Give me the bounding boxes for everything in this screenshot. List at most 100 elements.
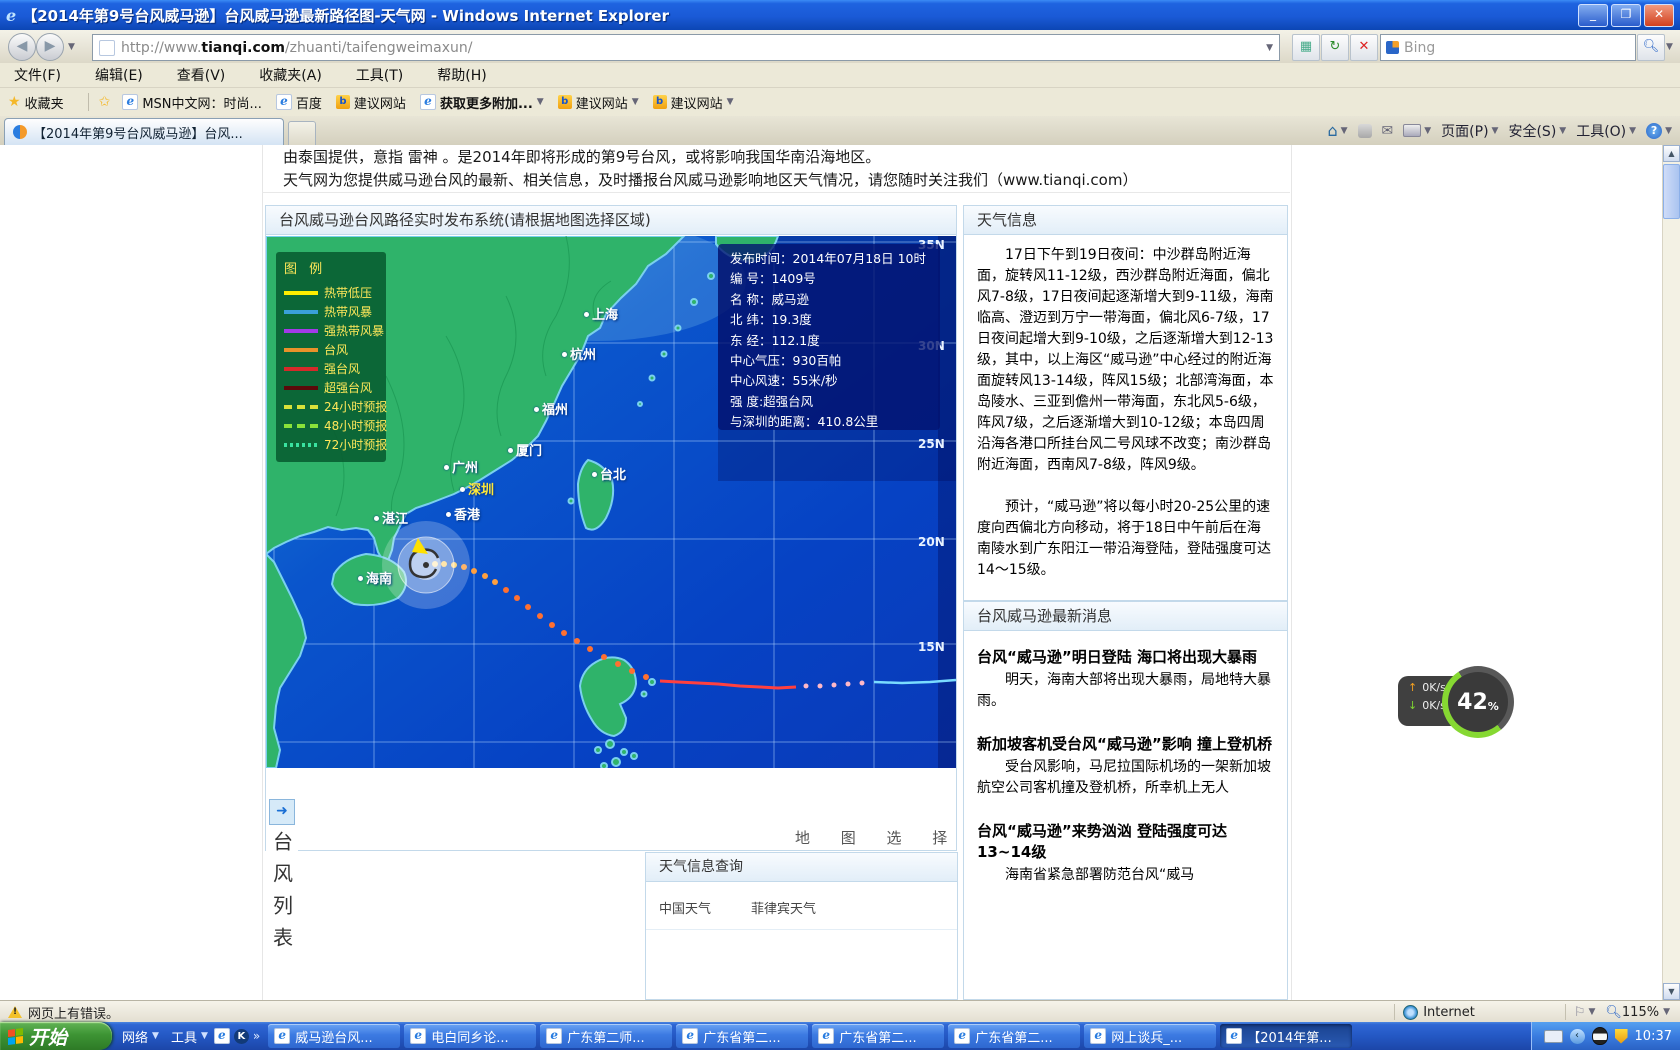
scroll-up-button[interactable]: ▲ <box>1663 145 1680 162</box>
search-dropdown-icon[interactable]: ▼ <box>1666 42 1673 52</box>
mail-icon[interactable]: ✉ <box>1381 122 1394 139</box>
taskbar-button[interactable]: e 广东省第二... <box>812 1024 945 1048</box>
legend-item: 热带低压 <box>284 283 380 302</box>
taskbar-button[interactable]: e 广东第二师... <box>540 1024 673 1048</box>
intro-line-2: 天气网为您提供威马逊台风的最新、相关信息，及时播报台风威马逊影响地区天气情况，请… <box>283 171 1138 189</box>
protected-mode-icon[interactable]: ⚐ <box>1573 1004 1586 1020</box>
info-publish-time: 发布时间：2014年07月18日 10时 <box>730 251 927 266</box>
quicklaunch-overflow-chevron[interactable]: » <box>252 1029 261 1043</box>
menu-favorites[interactable]: 收藏夹(A) <box>259 68 322 84</box>
safety-menu[interactable]: 安全(S) ▼ <box>1508 123 1567 140</box>
menu-tools[interactable]: 工具(T) <box>355 68 404 84</box>
chevron-down-icon[interactable]: ▼ <box>1663 1007 1670 1017</box>
favbar-item-baidu[interactable]: e 百度 <box>275 93 322 112</box>
collapse-chevron-icon[interactable]: ‹ <box>1569 1028 1585 1044</box>
typhoon-list-toggle[interactable]: ➜ 台风列表 <box>266 797 298 969</box>
taskbar-button[interactable]: e 威马逊台风... <box>268 1024 401 1048</box>
weather-paragraph-1: 17日下午到19日夜间：中沙群岛附近海面，旋转风11-12级，西沙群岛附近海面，… <box>977 247 1274 473</box>
legend-title: 图 例 <box>284 262 327 277</box>
url-field[interactable]: http://www.tianqi.com/zhuanti/taifengwei… <box>92 34 1280 61</box>
legend-item: 超强台风 <box>284 378 380 397</box>
speed-ball[interactable]: 42 % <box>1442 666 1514 738</box>
menu-view[interactable]: 查看(V) <box>176 68 226 84</box>
map-legend: 图 例 热带低压 热带风暴 强热带风暴 台风 强台风 超强台风 24小时预报 4… <box>276 252 387 462</box>
link-china-weather[interactable]: 中国天气 <box>659 902 712 917</box>
forward-button[interactable]: ▶ <box>36 33 64 61</box>
search-placeholder: Bing <box>1404 39 1436 56</box>
taskbar-button[interactable]: e 广东省第二... <box>676 1024 809 1048</box>
taskbar-button[interactable]: e 电白同乡论... <box>404 1024 537 1048</box>
url-domain: tianqi.com <box>201 39 285 56</box>
link-philippines-weather[interactable]: 菲律宾天气 <box>751 902 817 917</box>
page-favicon <box>99 39 115 56</box>
chevron-down-icon[interactable]: ▼ <box>1588 1007 1596 1017</box>
favbar-item-suggested-2[interactable]: b 建议网站 ▼ <box>557 93 639 112</box>
taskbar-button-active[interactable]: e 【2014年第... <box>1220 1024 1353 1048</box>
ie-quicklaunch-icon[interactable]: e <box>213 1028 230 1044</box>
menu-edit[interactable]: 编辑(E) <box>94 68 143 84</box>
zoom-level[interactable]: 115% <box>1621 1004 1660 1020</box>
info-distance: 与深圳的距离：410.8公里 <box>730 414 879 430</box>
taskbar: 开始 网络 ▼ 工具 ▼ e K » e 威马逊台风... e 电白同乡论... e 广东… <box>0 1022 1680 1050</box>
compatibility-view-button[interactable]: ▦ <box>1292 34 1320 61</box>
arrow-right-icon[interactable]: ➜ <box>269 799 295 825</box>
help-button[interactable]: ? ▼ <box>1646 122 1672 139</box>
close-button[interactable]: ✕ <box>1644 3 1674 27</box>
download-arrow-icon: ↓ <box>1408 699 1418 712</box>
feeds-icon[interactable] <box>1357 123 1372 138</box>
page-error-text[interactable]: 网页上有错误。 <box>28 1006 120 1022</box>
start-button[interactable]: 开始 <box>0 1022 112 1050</box>
search-box[interactable]: Bing <box>1380 34 1636 61</box>
menu-help[interactable]: 帮助(H) <box>437 68 487 84</box>
window-title: 【2014年第9号台风威马逊】台风威马逊最新路径图-天气网 - Windows … <box>22 6 670 25</box>
home-button[interactable]: ⌂ ▼ <box>1327 121 1348 140</box>
query-header: 天气信息查询 <box>646 853 957 882</box>
quicklaunch-tools-menu[interactable]: 工具 ▼ <box>170 1030 208 1046</box>
favbar-item-msn[interactable]: e MSN中文网：时尚... <box>122 93 262 112</box>
refresh-button[interactable]: ↻ <box>1321 34 1349 61</box>
typhoon-map[interactable]: 35N 30N 25N 20N 15N 上海 杭州 福州 厦门 广州 深圳 湛江… <box>266 236 956 768</box>
taskbar-button[interactable]: e 网上谈兵_... <box>1084 1024 1217 1048</box>
legend-swatch <box>284 423 318 428</box>
security-shield-icon[interactable] <box>1614 1028 1628 1044</box>
typhoon-info-panel: 发布时间：2014年07月18日 10时 编 号：1409号 名 称：威马逊 北… <box>718 244 940 430</box>
suggested-sites-icon: b <box>335 95 350 109</box>
favbar-item-suggested-1[interactable]: b 建议网站 <box>335 93 406 112</box>
favbar-item-suggested-3[interactable]: b 建议网站 ▼ <box>652 93 734 112</box>
minimize-button[interactable]: _ <box>1578 3 1608 27</box>
back-button[interactable]: ◀ <box>8 33 36 61</box>
vertical-scrollbar[interactable]: ▲ ▼ <box>1662 145 1680 1000</box>
menu-file[interactable]: 文件(F) <box>14 68 61 84</box>
new-tab-button[interactable] <box>288 121 316 147</box>
svg-text:20N: 20N <box>918 535 945 549</box>
history-dropdown-icon[interactable]: ▼ <box>68 42 75 52</box>
url-dropdown-icon[interactable]: ▼ <box>1266 42 1273 53</box>
print-button[interactable]: ▼ <box>1403 124 1431 137</box>
scroll-down-button[interactable]: ▼ <box>1663 983 1680 1000</box>
favbar-item-addons[interactable]: e 获取更多附加... ▼ <box>419 93 544 112</box>
warning-icon[interactable] <box>8 1006 22 1018</box>
info-name: 名 称：威马逊 <box>730 291 809 307</box>
taskbar-button[interactable]: e 广东省第二... <box>948 1024 1081 1048</box>
qq-icon[interactable] <box>1591 1027 1608 1045</box>
news-title[interactable]: 台风“威马逊”明日登陆 海口将出现大暴雨 <box>977 648 1257 666</box>
ie-icon: e <box>274 1028 291 1044</box>
tools-menu[interactable]: 工具(O) ▼ <box>1576 123 1637 140</box>
url-prefix: http://www. <box>121 39 202 56</box>
k-app-icon[interactable]: K <box>233 1028 249 1044</box>
city-label: 厦门 <box>508 440 542 459</box>
page-menu[interactable]: 页面(P) ▼ <box>1441 123 1499 140</box>
news-title[interactable]: 新加坡客机受台风“威马逊”影响 撞上登机桥 <box>977 735 1272 753</box>
search-button[interactable]: 🔍︎ <box>1637 34 1665 61</box>
scrollbar-thumb[interactable] <box>1663 164 1680 219</box>
intro-line-1: 由泰国提供，意指 雷神 。是2014年即将形成的第9号台风，或将影响我国华南沿海… <box>283 148 881 166</box>
maximize-button[interactable]: ❐ <box>1611 3 1641 27</box>
map-select-label[interactable]: 地 图 选 择 <box>795 829 961 847</box>
stop-button[interactable]: ✕ <box>1350 34 1378 61</box>
add-favorite-icon[interactable]: ✩ <box>98 94 111 110</box>
favorites-button[interactable]: ★ 收藏夹 <box>8 94 64 112</box>
quicklaunch-network-menu[interactable]: 网络 ▼ <box>122 1030 159 1046</box>
keyboard-icon[interactable] <box>1543 1029 1563 1043</box>
tab-typhoon-page[interactable]: 【2014年第9号台风威马逊】台风... <box>4 118 284 145</box>
news-title[interactable]: 台风“威马逊”来势汹汹 登陆强度可达13~14级 <box>977 822 1227 861</box>
